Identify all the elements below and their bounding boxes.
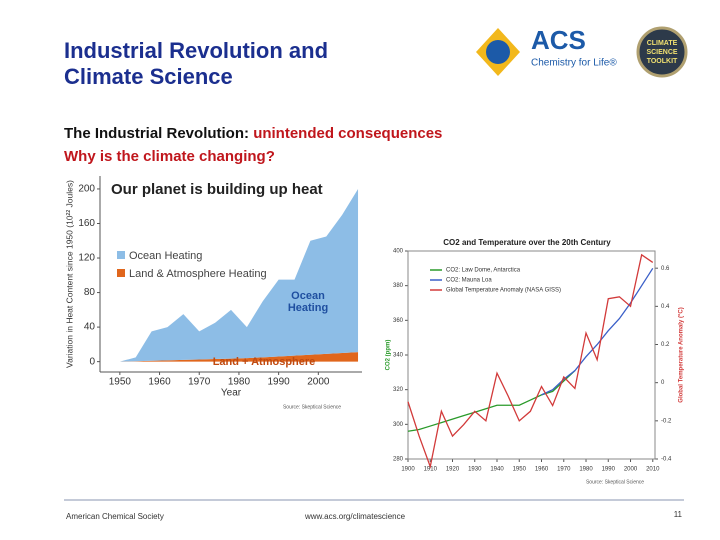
subtitle-part: The Industrial Revolution: — [64, 125, 249, 142]
plot-frame — [407, 250, 656, 460]
x-tick-label: 1910 — [424, 467, 438, 473]
legend-label: CO2: Mauna Loa — [446, 278, 492, 284]
x-tick-label: 1970 — [188, 377, 211, 388]
source: Source: Skeptical Science — [283, 404, 341, 410]
x-tick-label: 2010 — [646, 467, 660, 473]
acs-logo: ACS Chemistry for Life® — [476, 25, 617, 76]
y-tick-label: 320 — [393, 387, 404, 393]
x-tick-label: 1990 — [602, 467, 616, 473]
page-number: 11 — [674, 510, 683, 519]
legend-swatch — [117, 269, 125, 277]
y-tick-label: 40 — [84, 322, 96, 333]
x-tick-label: 1960 — [535, 467, 549, 473]
legend-label: Global Temperature Anomaly (NASA GISS) — [446, 288, 561, 294]
subtitle: Why is the climate changing? — [64, 148, 275, 165]
line — [407, 370, 576, 432]
y-tick-label: 300 — [393, 422, 404, 428]
y2-tick-label: -0.4 — [661, 457, 672, 463]
toolkit-text: SCIENCE — [646, 49, 677, 56]
y-tick-label: 380 — [393, 283, 404, 289]
x-tick-label: 1980 — [228, 377, 251, 388]
x-tick-label: 1970 — [557, 467, 571, 473]
y-tick-label: 0 — [89, 356, 95, 367]
y2-axis-label: Global Temperature Anomaly (°C) — [679, 307, 685, 402]
chart-title: Our planet is building up heat — [111, 181, 323, 198]
y-tick-label: 120 — [78, 253, 95, 264]
x-tick-label: 1920 — [446, 467, 460, 473]
source: Source: Skeptical Science — [586, 479, 644, 485]
y-axis-label: Variation in Heat Content since 1950 (10… — [64, 180, 74, 368]
legend-label: CO2: Law Dome, Antarctica — [446, 268, 521, 274]
y-tick-label: 340 — [393, 353, 404, 359]
x-tick-label: 1990 — [268, 377, 291, 388]
x-tick-label: 1930 — [468, 467, 482, 473]
y-tick-label: 160 — [78, 218, 95, 229]
y-tick-label: 200 — [78, 184, 95, 195]
chart-title: CO2 and Temperature over the 20th Centur… — [443, 238, 611, 247]
toolkit-text: TOOLKIT — [647, 58, 678, 65]
x-tick-label: 1980 — [579, 467, 593, 473]
y2-tick-label: 0 — [661, 380, 665, 386]
x-tick-label: 1940 — [490, 467, 504, 473]
footer-url: www.acs.org/climatescience — [304, 512, 406, 521]
x-tick-label: 1960 — [148, 377, 171, 388]
legend-label: Ocean Heating — [129, 250, 202, 262]
footer-left: American Chemical Society — [66, 512, 164, 521]
y-axis-label: CO2 (ppm) — [386, 340, 392, 371]
x-axis-label: Year — [221, 388, 242, 399]
acs-tagline: Chemistry for Life® — [531, 58, 617, 69]
y2-tick-label: 0.6 — [661, 266, 670, 272]
x-tick-label: 1950 — [109, 377, 132, 388]
x-tick-label: 1950 — [513, 467, 527, 473]
y-tick-label: 400 — [393, 249, 404, 255]
acs-emblem — [486, 40, 510, 64]
line — [407, 253, 654, 470]
y2-tick-label: -0.2 — [661, 418, 672, 424]
subtitle-part: unintended consequences — [253, 125, 442, 142]
legend-swatch — [117, 251, 125, 259]
toolkit-logo: CLIMATE SCIENCE TOOLKIT — [636, 26, 688, 78]
x-tick-label: 2000 — [307, 377, 330, 388]
y-tick-label: 360 — [393, 318, 404, 324]
x-tick-label: 2000 — [624, 467, 638, 473]
area — [119, 352, 359, 362]
y-tick-label: 280 — [393, 457, 404, 463]
subtitle: The Industrial Revolution: unintended co… — [64, 125, 442, 142]
toolkit-text: CLIMATE — [647, 40, 678, 47]
line — [541, 267, 654, 396]
y2-tick-label: 0.2 — [661, 342, 670, 348]
x-tick-label: 1900 — [401, 467, 415, 473]
acs-name: ACS — [531, 25, 586, 55]
annotation: Ocean — [291, 290, 325, 302]
slide-title: Industrial Revolution and Climate Scienc… — [64, 38, 329, 89]
toolkit-badge — [636, 26, 688, 78]
annotation: Heating — [288, 302, 328, 314]
annotation: Land + Atmosphere — [213, 356, 316, 368]
y-tick-label: 80 — [84, 287, 96, 298]
legend-label: Land & Atmosphere Heating — [129, 268, 267, 280]
y2-tick-label: 0.4 — [661, 304, 670, 310]
area — [119, 188, 359, 362]
